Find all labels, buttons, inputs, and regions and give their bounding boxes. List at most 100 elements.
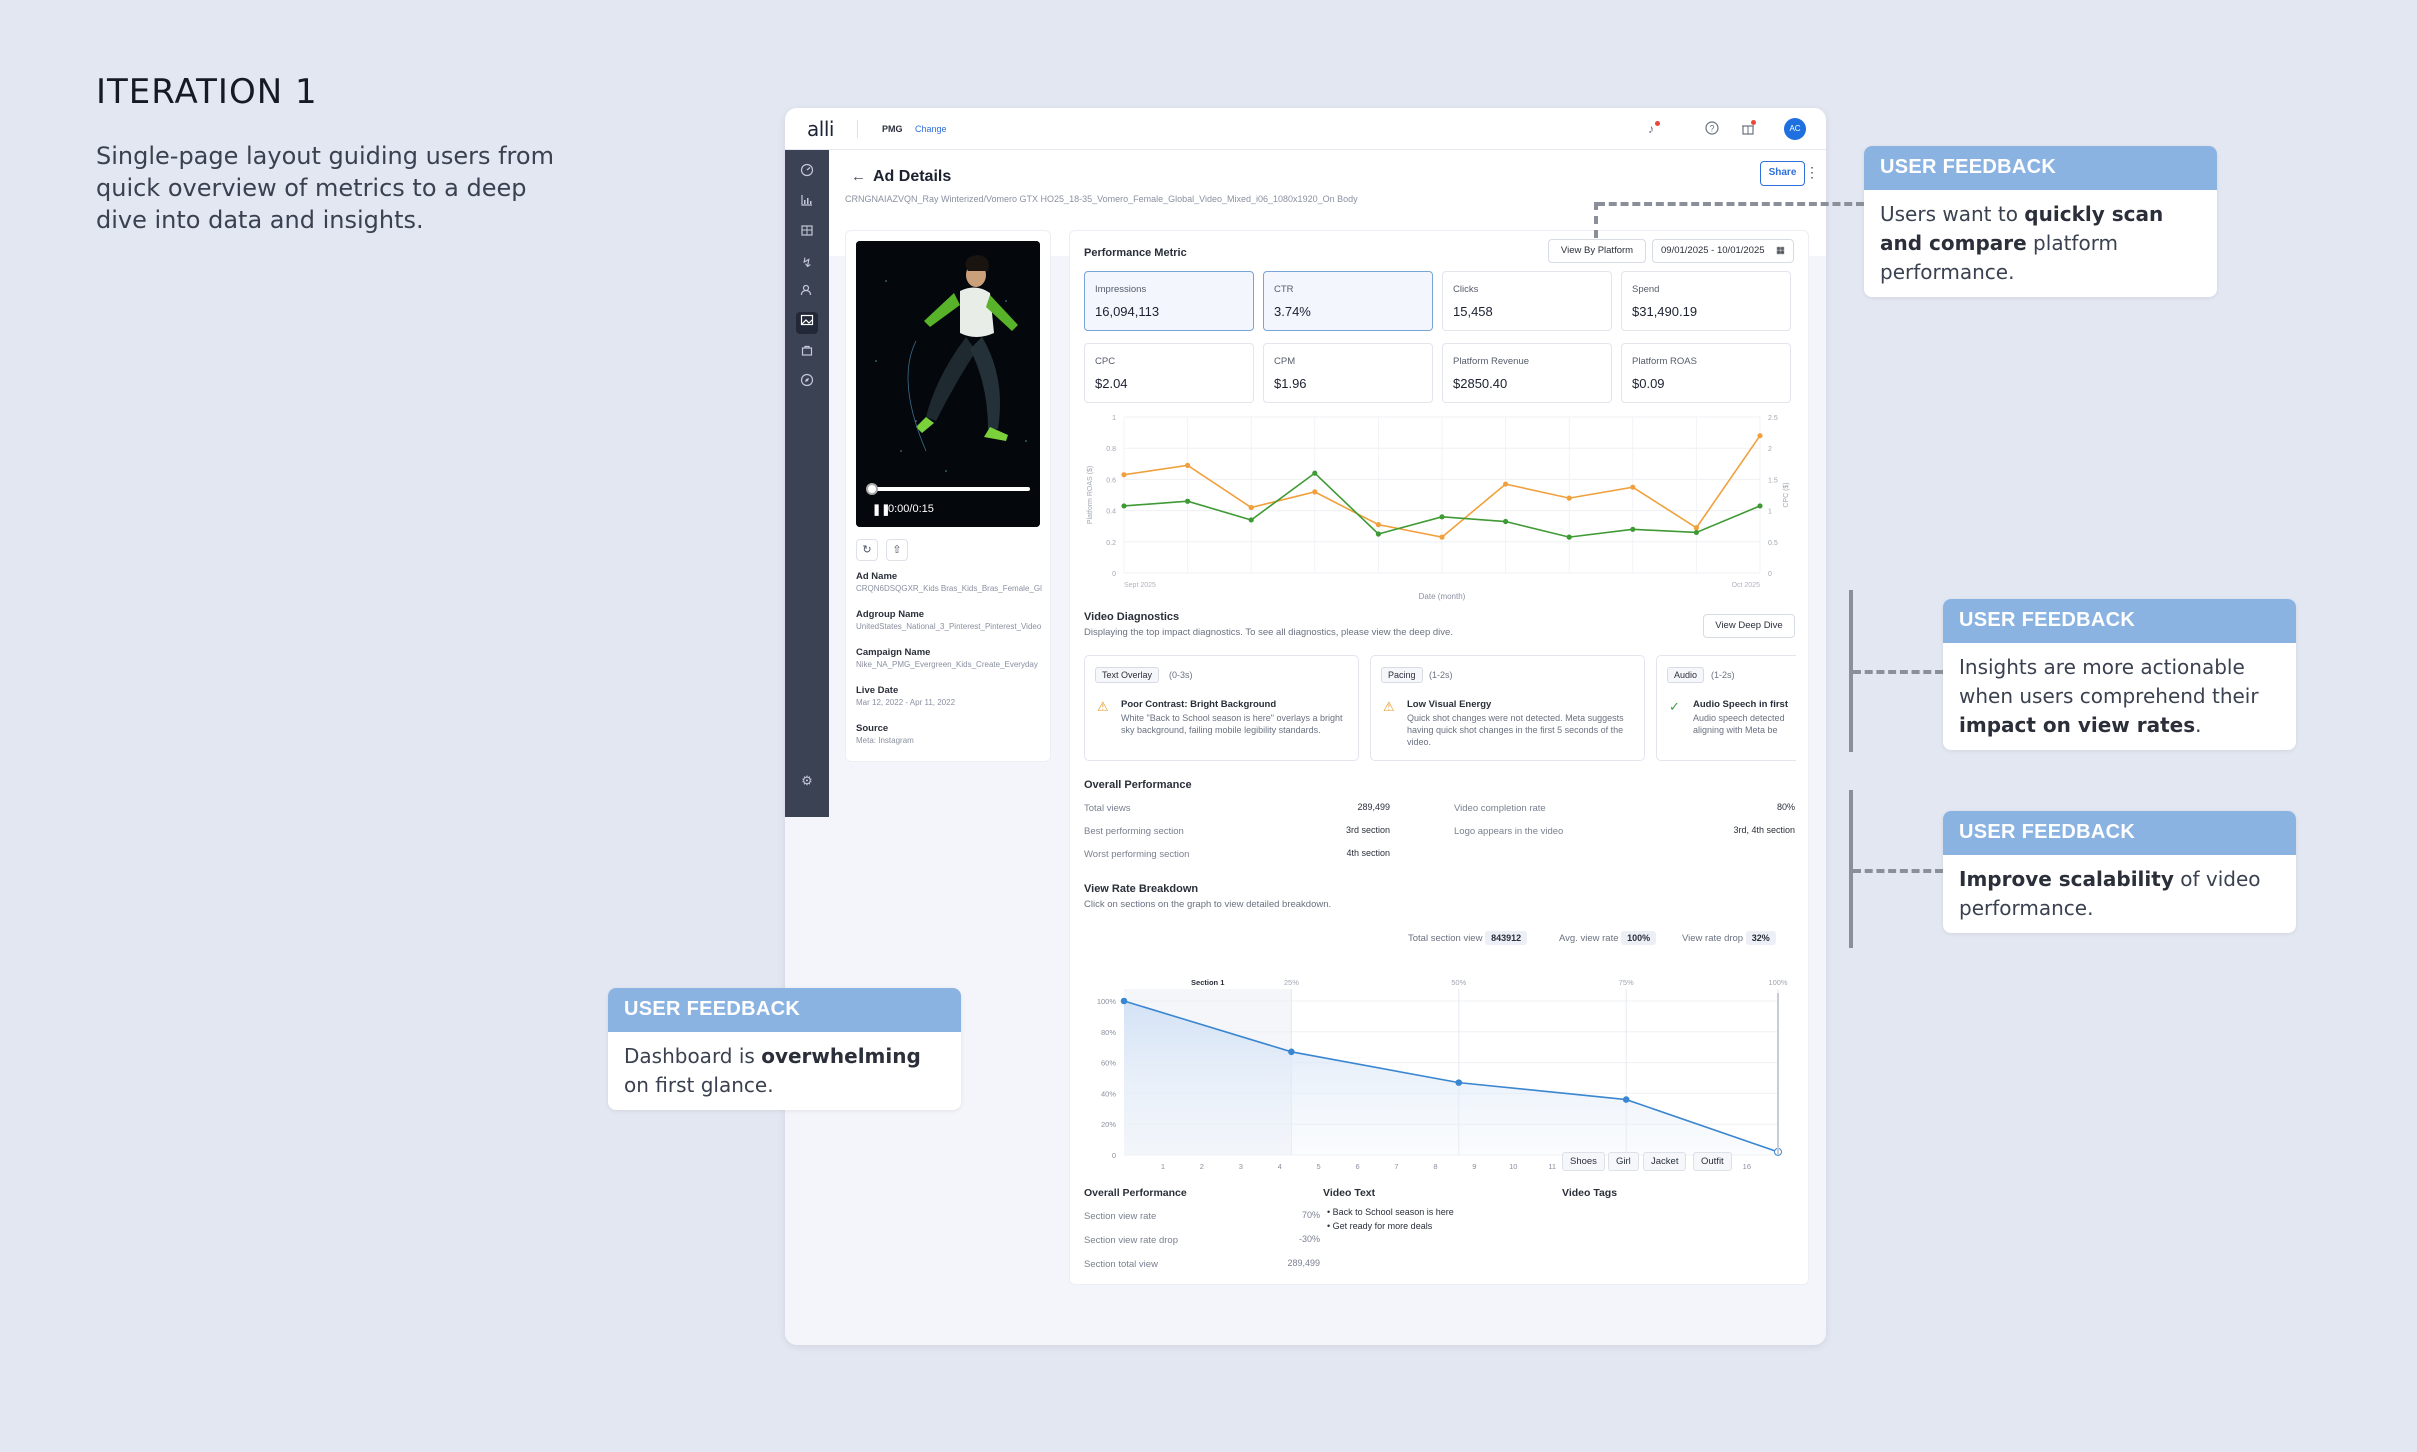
y-tick-label: 80% [1101, 1028, 1116, 1037]
metric-card[interactable]: Platform Revenue $2850.40 [1442, 343, 1612, 403]
share-button[interactable]: Share [1760, 161, 1805, 186]
video-progress-bar[interactable] [870, 487, 1030, 491]
feedback-header: USER FEEDBACK [608, 988, 961, 1032]
feedback-connector [1594, 202, 1598, 238]
compass-icon[interactable] [796, 372, 818, 394]
video-tag[interactable]: Shoes [1562, 1152, 1605, 1171]
feedback-text-bold: impact on view rates [1959, 713, 2196, 737]
video-tag[interactable]: Girl [1608, 1152, 1639, 1171]
section-label: 100% [1768, 978, 1788, 987]
ad-name-label: Ad Name [856, 571, 898, 582]
y-tick-label: 40% [1101, 1089, 1116, 1098]
video-tag[interactable]: Jacket [1643, 1152, 1687, 1171]
completion-rate-value: 80% [1776, 802, 1795, 812]
diagnostic-title: Low Visual Energy [1407, 699, 1492, 710]
feedback-text: Improve scalability of video performance… [1943, 855, 2296, 933]
metric-card[interactable]: Spend $31,490.19 [1621, 271, 1791, 331]
section-view-rate-label: Section view rate [1084, 1211, 1157, 1222]
live-date-value: Mar 12, 2022 - Apr 11, 2022 [856, 698, 956, 707]
diagnostic-text: White "Back to School season is here" ov… [1121, 713, 1343, 735]
org-name: PMG [882, 124, 903, 134]
view-deep-dive-button[interactable]: View Deep Dive [1703, 614, 1795, 638]
data-point [1630, 484, 1636, 490]
performance-title: Performance Metric [1084, 247, 1187, 259]
more-options-icon[interactable]: ⋮ [1805, 164, 1819, 180]
video-text-title: Video Text [1323, 1187, 1376, 1199]
video-thumbnail [856, 241, 1040, 527]
data-point [1757, 503, 1763, 509]
app-window: alli PMG Change ♪ ? AC ↯ [785, 108, 1826, 1345]
feedback-connector [1597, 202, 1864, 206]
upload-icon[interactable]: ⇧ [886, 539, 908, 561]
change-org-link[interactable]: Change [915, 124, 947, 134]
audience-icon[interactable] [796, 282, 818, 304]
help-icon[interactable]: ? [1704, 121, 1720, 137]
x-tick-label: 16 [1743, 1162, 1751, 1169]
data-point [1121, 503, 1127, 509]
video-tag[interactable]: Outfit [1693, 1152, 1732, 1171]
metric-value: $2.04 [1095, 376, 1128, 391]
metric-label: Spend [1632, 284, 1660, 295]
diagnostic-card[interactable]: Text Overlay (0-3s) ⚠ Poor Contrast: Bri… [1084, 655, 1359, 761]
warning-icon: ⚠ [1383, 699, 1395, 714]
view-rate-drop-stat: View rate drop 32% [1682, 931, 1776, 945]
data-point [1185, 462, 1191, 468]
feedback-card: USER FEEDBACK Insights are more actionab… [1943, 599, 2296, 750]
diagnostic-card[interactable]: Pacing (1-2s) ⚠ Low Visual Energy Quick … [1370, 655, 1645, 761]
ad-name-value: CRQN6DSQGXR_Kids Bras_Kids_Bras_Female_G… [856, 584, 1042, 593]
x-tick-label: Oct 2025 [1732, 582, 1761, 589]
data-point [1693, 529, 1699, 536]
iteration-title: ITERATION 1 [96, 72, 318, 112]
refresh-icon[interactable]: ↻ [856, 539, 878, 561]
campaign-name-value: Nike_NA_PMG_Evergreen_Kids_Create_Everyd… [856, 660, 1038, 669]
gift-icon[interactable] [1740, 121, 1756, 137]
metric-card[interactable]: Platform ROAS $0.09 [1621, 343, 1791, 403]
settings-icon[interactable]: ⚙ [801, 773, 813, 788]
performance-chart[interactable]: 0 0.2 0.4 0.6 0.8 1 0 0.5 1 1.5 2 2.5 Platform ROAS … [1080, 411, 1800, 601]
image-icon[interactable] [796, 312, 818, 334]
dashboard-icon[interactable] [796, 162, 818, 184]
feedback-text-post: platform performance. [1880, 231, 2119, 284]
diagnostic-card[interactable]: Audio (1-2s) ✓ Audio Speech in first Aud… [1656, 655, 1796, 761]
video-player[interactable]: ❚❚ 0:00/0:15 [856, 241, 1040, 527]
diagnostic-tag: Pacing [1381, 667, 1423, 683]
metric-card[interactable]: CPM $1.96 [1263, 343, 1433, 403]
y-tick-label: 0.8 [1106, 446, 1116, 453]
section-label: 50% [1451, 978, 1466, 987]
ad-info-card: ❚❚ 0:00/0:15 ↻ ⇧ Ad Name CRQN6DSQGXR_Kid… [845, 230, 1051, 762]
page-title: Ad Details [873, 168, 952, 185]
source-label: Source [856, 723, 889, 734]
metric-card[interactable]: Clicks 15,458 [1442, 271, 1612, 331]
back-arrow-icon[interactable]: ← [851, 168, 866, 185]
metric-card[interactable]: CPC $2.04 [1084, 343, 1254, 403]
metric-card[interactable]: Impressions 16,094,113 [1084, 271, 1254, 331]
diagnostic-text: Audio speech detected aligning with Meta… [1693, 713, 1785, 735]
metric-card[interactable]: CTR 3.74% [1263, 271, 1433, 331]
notification-bell-icon[interactable]: ♪ [1648, 122, 1654, 136]
overall-performance-title: Overall Performance [1084, 779, 1192, 791]
feedback-text-bold: overwhelming [761, 1044, 921, 1068]
total-section-view-stat: Total section view 843912 [1408, 931, 1528, 945]
bolt-icon[interactable]: ↯ [801, 255, 813, 270]
data-point [1375, 531, 1381, 537]
avatar[interactable]: AC [1784, 118, 1806, 140]
bag-icon[interactable] [796, 342, 818, 364]
metric-value: 16,094,113 [1095, 304, 1160, 319]
feedback-card: USER FEEDBACK Dashboard is overwhelming … [608, 988, 961, 1110]
data-point [1288, 1048, 1295, 1056]
pause-icon[interactable]: ❚❚ [872, 504, 891, 516]
video-scrubber[interactable] [866, 483, 878, 495]
data-point [1312, 489, 1318, 495]
chart-icon[interactable] [796, 192, 818, 214]
view-by-platform-button[interactable]: View By Platform [1548, 239, 1646, 263]
x-tick-label: Sept 2025 [1124, 582, 1156, 589]
view-rate-drop-label: View rate drop [1682, 933, 1744, 944]
building-icon[interactable] [796, 222, 818, 244]
date-range-picker[interactable]: 09/01/2025 - 10/01/2025 ▦ [1652, 239, 1794, 263]
feedback-text: Dashboard is overwhelming on first glanc… [608, 1032, 961, 1110]
feedback-connector [1853, 869, 1943, 873]
main-panel: Performance Metric View By Platform 09/0… [1069, 230, 1809, 1285]
y-tick-label: 20% [1101, 1120, 1116, 1129]
view-rate-chart[interactable]: 0 20% 40% 60% 80% 100% Section 1 25% 50% 75% 100% 1… [1074, 959, 1804, 1169]
video-tags-title: Video Tags [1562, 1187, 1618, 1199]
